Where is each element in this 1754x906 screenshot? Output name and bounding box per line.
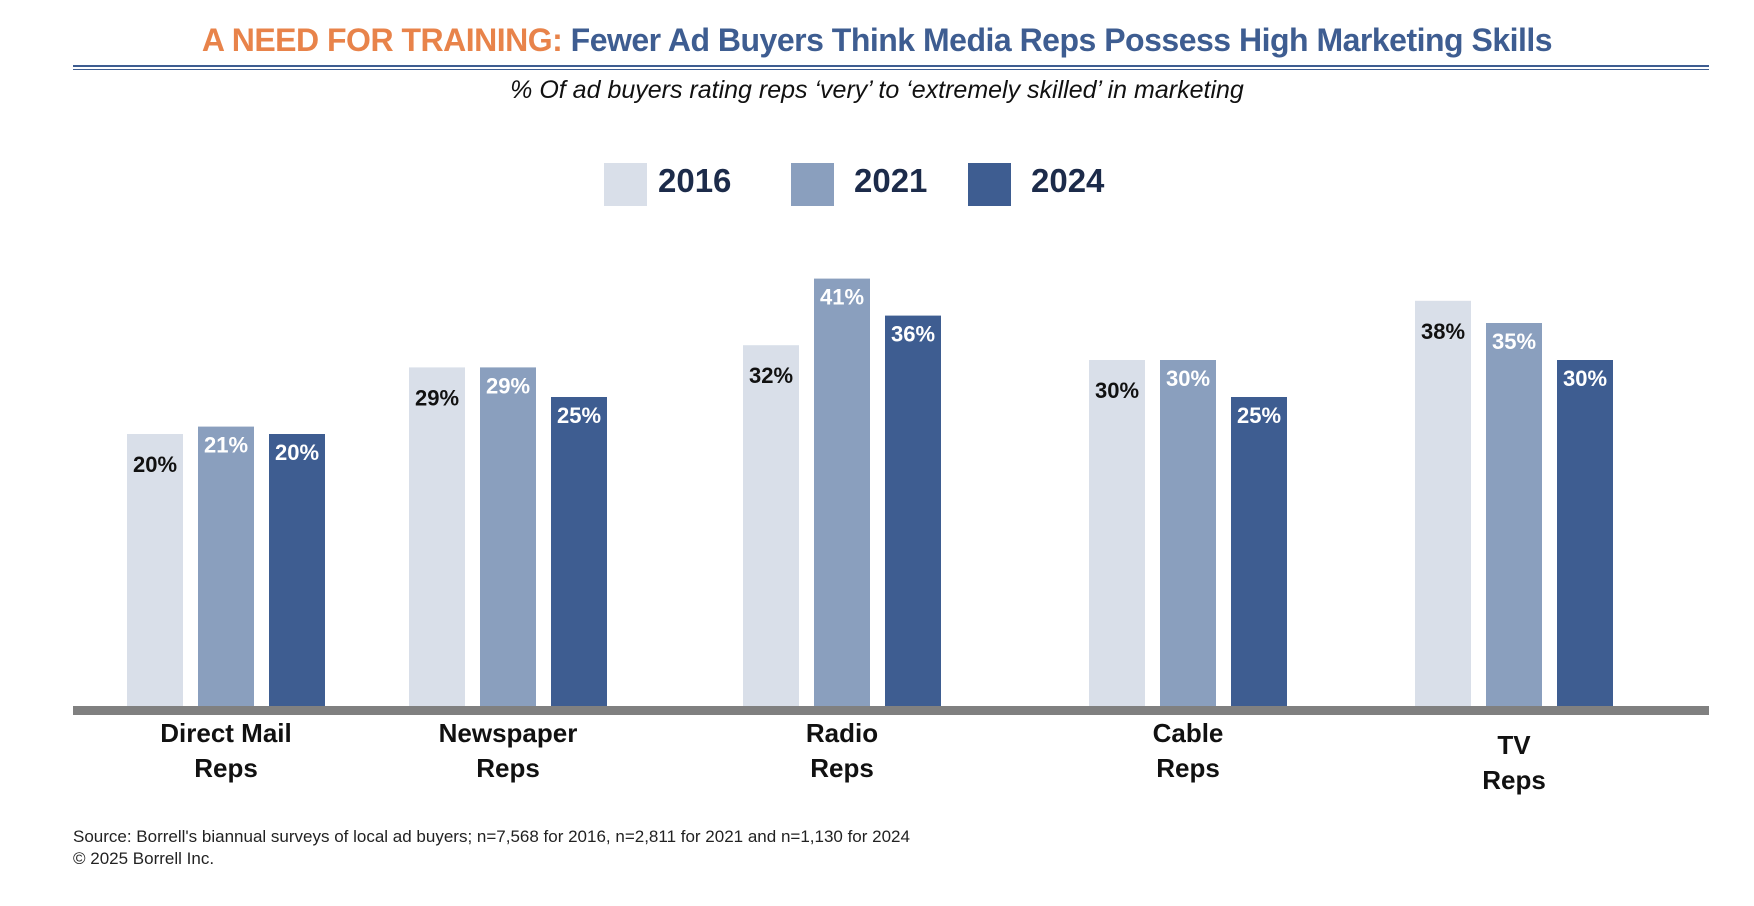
x-axis-line — [73, 706, 1709, 715]
chart-title: A NEED FOR TRAINING: Fewer Ad Buyers Thi… — [0, 22, 1754, 59]
bar-2024-0 — [269, 434, 325, 706]
category-label-line: Direct Mail — [160, 718, 292, 748]
data-label-2024-4: 30% — [1563, 366, 1607, 391]
data-label-2021-4: 35% — [1492, 329, 1536, 354]
bar-2021-4 — [1486, 323, 1542, 706]
data-label-2024-3: 25% — [1237, 403, 1281, 428]
data-label-2016-2: 32% — [749, 363, 793, 388]
category-label-4: TV Reps — [1404, 728, 1624, 798]
data-label-2021-0: 21% — [204, 433, 248, 458]
category-label-line: Reps — [1156, 753, 1220, 783]
data-label-2024-2: 36% — [891, 322, 935, 347]
title-prefix: A NEED FOR TRAINING: — [201, 22, 563, 58]
data-label-2016-1: 29% — [415, 385, 459, 410]
category-label-line: Newspaper — [438, 718, 578, 748]
source-note: Source: Borrell's biannual surveys of lo… — [73, 826, 910, 870]
data-label-2024-1: 25% — [557, 403, 601, 428]
category-label-line: TV — [1497, 730, 1531, 760]
data-label-2021-2: 41% — [820, 285, 864, 310]
category-label-line: Cable — [1152, 718, 1224, 748]
bar-2021-3 — [1160, 360, 1216, 706]
bar-2024-3 — [1231, 397, 1287, 706]
category-label-line: Reps — [1482, 765, 1546, 795]
title-main: Fewer Ad Buyers Think Media Reps Possess… — [570, 22, 1553, 58]
bar-2016-3 — [1089, 360, 1145, 706]
bar-2016-1 — [409, 367, 465, 706]
category-label-3: Cable Reps — [1078, 716, 1298, 786]
title-rule-thin — [73, 69, 1709, 70]
bar-2024-4 — [1557, 360, 1613, 706]
bar-2016-2 — [743, 345, 799, 706]
chart-subtitle: % Of ad buyers rating reps ‘very’ to ‘ex… — [510, 76, 1244, 104]
data-label-2021-3: 30% — [1166, 366, 1210, 391]
category-label-0: Direct Mail Reps — [116, 716, 336, 786]
bar-2021-2 — [814, 278, 870, 706]
legend-label-2016: 2016 — [658, 162, 732, 199]
category-label-1: Newspaper Reps — [398, 716, 618, 786]
category-label-2: Radio Reps — [732, 716, 952, 786]
bar-2021-1 — [480, 367, 536, 706]
data-label-2024-0: 20% — [275, 440, 319, 465]
data-label-2021-1: 29% — [486, 373, 530, 398]
data-label-2016-4: 38% — [1421, 319, 1465, 344]
bar-2016-4 — [1415, 300, 1471, 706]
bar-2024-1 — [551, 397, 607, 706]
category-label-line: Reps — [810, 753, 874, 783]
source-text: Source: Borrell's biannual surveys of lo… — [73, 827, 910, 846]
title-rule — [73, 65, 1709, 67]
copyright-text: © 2025 Borrell Inc. — [73, 849, 215, 868]
category-label-line: Radio — [805, 718, 879, 748]
legend-swatch-2016 — [604, 163, 647, 206]
legend-swatch-2021 — [791, 163, 834, 206]
bar-2021-0 — [198, 426, 254, 706]
category-label-line: Reps — [476, 753, 540, 783]
data-label-2016-0: 20% — [133, 452, 177, 477]
bar-2024-2 — [885, 315, 941, 706]
data-label-2016-3: 30% — [1095, 378, 1139, 403]
legend-label-2021: 2021 — [854, 162, 928, 199]
category-label-line: Reps — [194, 753, 258, 783]
legend-swatch-2024 — [968, 163, 1011, 206]
legend-label-2024: 2024 — [1031, 162, 1105, 199]
bar-2016-0 — [127, 434, 183, 706]
